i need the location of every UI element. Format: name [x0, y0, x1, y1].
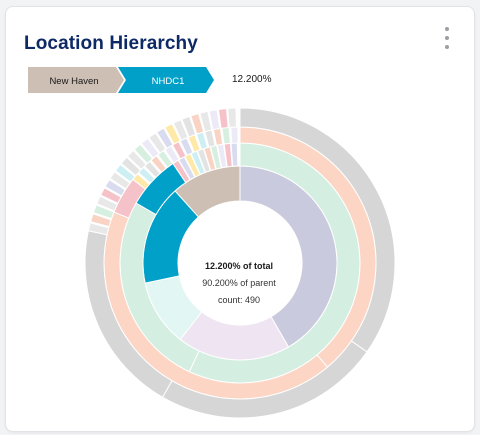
sunburst-segment[interactable]	[190, 113, 205, 135]
center-of-parent: 90.200% of parent	[202, 278, 276, 288]
sunburst-segment[interactable]	[227, 107, 237, 128]
sunburst-segment[interactable]	[230, 142, 239, 167]
sunburst-segment[interactable]	[114, 163, 136, 183]
kebab-dot	[445, 27, 449, 31]
breadcrumb: New Haven NHDC1	[28, 67, 228, 93]
sunburst-segment[interactable]	[120, 156, 142, 177]
sunburst-segment[interactable]	[172, 119, 189, 141]
breadcrumb-shape	[118, 67, 214, 93]
sunburst-segment[interactable]	[217, 108, 229, 129]
sunburst-segment[interactable]	[230, 126, 239, 144]
more-vertical-icon[interactable]	[440, 27, 454, 49]
sunburst-segment[interactable]	[109, 171, 131, 190]
sunburst-chart[interactable]: 12.200% of total 90.200% of parent count…	[6, 7, 474, 431]
sunburst-segment[interactable]	[96, 195, 118, 212]
sunburst-segment[interactable]	[87, 222, 110, 236]
sunburst-segment[interactable]	[148, 132, 167, 154]
sunburst-segment[interactable]	[221, 126, 231, 145]
breadcrumb-percent: 12.200%	[232, 74, 272, 85]
center-count: count: 490	[218, 295, 260, 305]
location-hierarchy-card: Location Hierarchy New Haven NHDC1 12.20…	[5, 6, 475, 432]
sunburst-segment[interactable]	[208, 109, 221, 131]
sunburst-segment[interactable]	[90, 213, 112, 228]
widget-title: Location Hierarchy	[24, 33, 198, 54]
sunburst-segment[interactable]	[140, 137, 160, 159]
breadcrumb-label: New Haven	[49, 76, 98, 87]
sunburst-segment[interactable]	[92, 204, 115, 220]
sunburst-segment[interactable]	[126, 149, 148, 171]
kebab-dot	[445, 36, 449, 40]
sunburst-segment[interactable]	[184, 153, 201, 178]
sunburst-segment[interactable]	[156, 127, 174, 149]
sunburst-segment[interactable]	[199, 110, 213, 133]
center-of-total: 12.200% of total	[205, 261, 273, 271]
sunburst-segment[interactable]	[133, 143, 154, 165]
sunburst-segment[interactable]	[100, 187, 122, 205]
kebab-dot	[445, 45, 449, 49]
sunburst-segment[interactable]	[164, 123, 182, 145]
sunburst-segment[interactable]	[181, 115, 197, 138]
breadcrumb-shape	[28, 67, 124, 93]
breadcrumb-item-nhdc1[interactable]: NHDC1	[118, 67, 214, 93]
sunburst-center: 12.200% of total 90.200% of parent count…	[202, 261, 276, 305]
breadcrumb-item-new-haven[interactable]: New Haven	[28, 67, 124, 93]
breadcrumb-label: NHDC1	[152, 76, 185, 87]
sunburst-segment[interactable]	[104, 179, 126, 197]
